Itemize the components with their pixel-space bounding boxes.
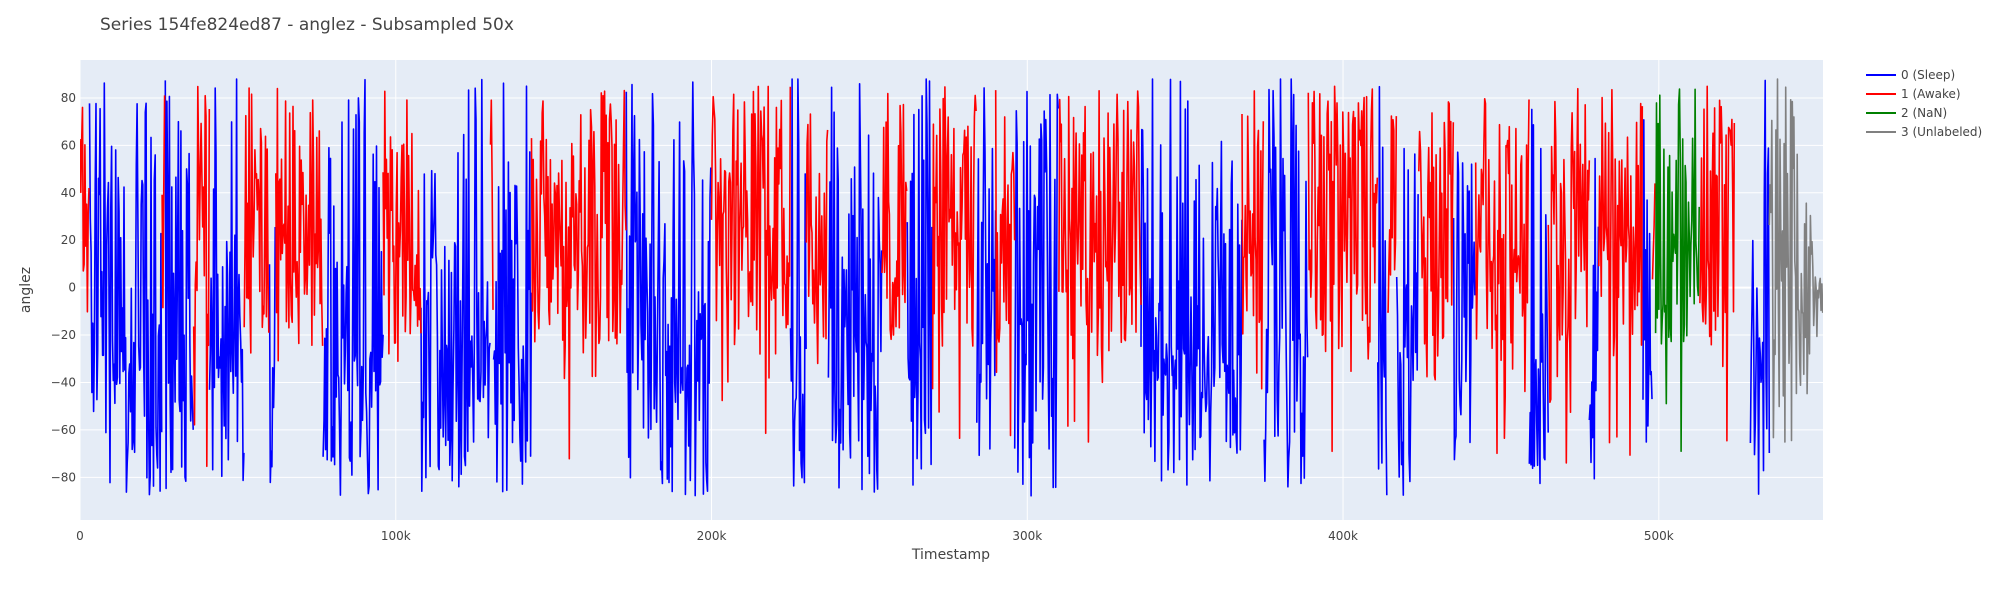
y-tick-label: 0: [68, 281, 76, 295]
y-tick-label: 20: [61, 233, 76, 247]
series-line-segment: [322, 78, 384, 496]
series-line-segment: [492, 82, 533, 493]
y-tick-label: −40: [51, 375, 76, 389]
series-line-segment: [1598, 88, 1644, 456]
series-line-segment: [88, 82, 163, 496]
series-line-segment: [80, 106, 90, 313]
series-line-segment: [906, 78, 933, 486]
y-tick-labels: −80 −60 −40 −20 0 20 40 60 80: [51, 91, 76, 484]
x-tick-labels: 0 100k 200k 300k 400k 500k: [76, 529, 1674, 543]
series-line-segment: [1452, 151, 1476, 461]
series-line-segment: [420, 78, 491, 492]
series-line-segment: [1395, 147, 1419, 496]
series-line-segment: [1263, 78, 1309, 488]
y-tick-label: 40: [61, 186, 76, 200]
series-line-segment: [243, 87, 270, 354]
x-tick-label: 300k: [1012, 529, 1042, 543]
legend-label: 0 (Sleep): [1901, 68, 1955, 82]
series-line-segment: [1588, 157, 1600, 480]
y-tick-label: 60: [61, 138, 76, 152]
series-line-segment: [1241, 90, 1265, 390]
y-tick-label: −20: [51, 328, 76, 342]
series-lines: [80, 78, 1823, 497]
series-line-segment: [530, 89, 627, 460]
series-line-segment: [1058, 90, 1142, 443]
series-line-segment: [1307, 85, 1379, 453]
legend: 0 (Sleep) 1 (Awake) 2 (NaN) 3 (Unlabeled): [1866, 68, 1982, 139]
chart-title: Series 154fe824ed87 - anglez - Subsample…: [100, 15, 514, 35]
series-line-segment: [710, 85, 792, 435]
series-line-segment: [1654, 88, 1700, 452]
series-line-segment: [976, 87, 997, 457]
series-line-segment: [164, 80, 194, 490]
series-line-segment: [805, 113, 829, 365]
series-line-segment: [789, 78, 807, 487]
series-line-segment: [1699, 85, 1736, 442]
series-line-segment: [1013, 90, 1059, 497]
series-line-segment: [1386, 115, 1398, 313]
series-line-segment: [1768, 78, 1823, 443]
series-line-segment: [489, 99, 494, 310]
x-tick-label: 200k: [697, 529, 727, 543]
x-axis-label: Timestamp: [911, 547, 990, 563]
y-tick-label: 80: [61, 91, 76, 105]
series-line-segment: [192, 85, 211, 468]
series-line-segment: [275, 87, 324, 362]
series-line-segment: [1474, 98, 1530, 455]
series-line-segment: [827, 83, 883, 493]
x-tick-label: 100k: [381, 529, 411, 543]
legend-label: 3 (Unlabeled): [1901, 125, 1982, 139]
series-line-segment: [1418, 101, 1455, 381]
y-tick-label: −60: [51, 423, 76, 437]
legend-label: 2 (NaN): [1901, 106, 1947, 120]
series-line-segment: [268, 226, 276, 484]
x-tick-label: 400k: [1328, 529, 1358, 543]
series-line-segment: [1749, 79, 1771, 495]
x-tick-label: 500k: [1644, 529, 1674, 543]
series-line-segment: [1651, 183, 1656, 280]
series-line-segment: [994, 90, 1016, 437]
series-line-segment: [1528, 108, 1549, 485]
series-line-segment: [208, 78, 245, 482]
y-axis-label: anglez: [18, 267, 34, 313]
y-tick-label: −80: [51, 470, 76, 484]
series-line-segment: [1642, 119, 1653, 443]
series-line-segment: [881, 92, 908, 341]
series-line-segment: [1547, 87, 1591, 464]
series-line-segment: [382, 90, 422, 362]
series-line-segment: [931, 86, 977, 439]
x-tick-label: 0: [76, 529, 84, 543]
legend-label: 1 (Awake): [1901, 87, 1961, 101]
series-line-segment: [161, 95, 166, 309]
series-line-segment: [1140, 78, 1243, 486]
series-line-segment: [625, 81, 712, 497]
series-line-segment: [1377, 85, 1388, 496]
